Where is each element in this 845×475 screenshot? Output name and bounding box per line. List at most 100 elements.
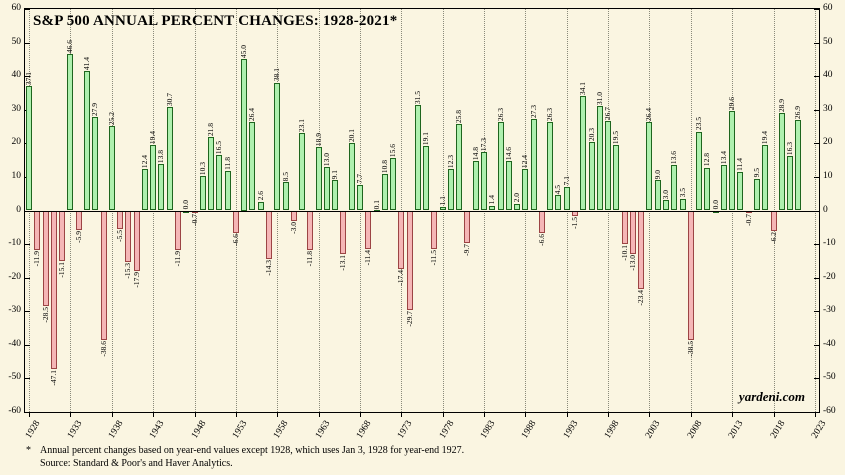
y-axis-label-left: 60	[11, 3, 22, 13]
bar-1990	[538, 210, 545, 233]
bar-1940	[125, 210, 132, 262]
bar-value-label-2021: 26.9	[793, 106, 803, 120]
bar-1988	[522, 168, 529, 211]
bar-2009	[696, 131, 703, 211]
watermark: yardeni.com	[738, 389, 805, 404]
bar-1933	[67, 54, 74, 211]
bar-1981	[464, 210, 471, 244]
x-axis-tick	[111, 413, 113, 417]
bar-value-label-2004: 9.0	[652, 169, 662, 180]
bar-value-label-1972: 15.6	[388, 144, 398, 158]
bar-value-label-1939: -5.5	[115, 229, 125, 242]
x-axis-year-label: 2023	[809, 419, 829, 441]
bar-value-label-1990: -6.6	[536, 233, 546, 246]
bar-2021	[795, 120, 802, 211]
x-axis-tick	[484, 413, 486, 417]
y-axis-label-right: -10	[823, 238, 836, 249]
x-axis-year-label: 1948	[189, 419, 209, 441]
bar-value-label-2003: 26.4	[644, 107, 654, 121]
bar-value-label-2019: 28.9	[776, 99, 786, 113]
y-axis-tick	[814, 344, 819, 346]
bar-2016	[753, 178, 760, 211]
bar-1936	[92, 116, 99, 211]
bar-2000	[621, 210, 628, 245]
bar-1978	[439, 206, 446, 211]
bar-1971	[381, 174, 388, 211]
bar-value-label-1958: 38.1	[272, 68, 282, 82]
bar-2018	[770, 210, 777, 232]
y-axis-tick	[814, 143, 819, 145]
bar-1937	[100, 210, 107, 341]
bar-value-label-1988: 12.4	[520, 154, 530, 168]
bar-value-label-1998: 26.7	[603, 106, 613, 120]
bar-value-label-1981: -9.7	[462, 244, 472, 256]
x-axis-tick	[690, 413, 692, 417]
bar-value-label-2017: 19.4	[760, 131, 770, 145]
bar-1987	[514, 203, 521, 211]
bar-value-label-1952: 11.8	[222, 157, 232, 170]
y-axis-tick	[814, 412, 819, 413]
bar-value-label-2016: 9.5	[751, 168, 761, 178]
bar-1952	[224, 170, 231, 211]
bar-1989	[530, 118, 537, 211]
bar-value-label-1996: 20.3	[586, 128, 596, 142]
x-axis-tick	[70, 413, 72, 417]
bar-1955	[249, 121, 256, 211]
x-axis-year-label: 1953	[230, 419, 250, 441]
bar-value-label-1993: 7.1	[561, 176, 571, 186]
bar-value-label-1989: 27.3	[528, 104, 538, 118]
bar-value-label-1950: 21.8	[206, 123, 216, 137]
bar-value-label-1936: 27.9	[90, 102, 100, 116]
bar-2008	[687, 210, 694, 340]
bar-1928	[26, 85, 33, 211]
bar-1939	[117, 210, 124, 229]
bar-1935	[84, 71, 91, 211]
bar-2020	[787, 155, 794, 211]
y-axis-label-left: 20	[11, 137, 22, 148]
x-axis-year-label: 1933	[65, 419, 84, 441]
y-axis-tick	[25, 42, 30, 44]
bar-1943	[150, 145, 157, 211]
y-axis-tick	[25, 412, 30, 413]
y-axis-tick	[25, 277, 30, 279]
bar-1966	[340, 210, 347, 255]
bar-value-label-1987: 2.0	[512, 193, 522, 203]
bar-1932	[59, 210, 66, 262]
bar-value-label-1962: -11.8	[305, 251, 315, 267]
bar-value-label-1999: 19.5	[611, 130, 621, 145]
y-axis-tick	[25, 76, 30, 78]
bar-value-label-2018: -6.2	[768, 232, 778, 245]
bar-value-label-2007: 3.5	[677, 188, 687, 198]
bar-value-label-1985: 26.3	[495, 108, 505, 122]
bar-2010	[704, 167, 711, 211]
y-axis-label-left: -20	[8, 271, 21, 282]
bar-1980	[456, 123, 463, 211]
y-axis-label-right: 30	[823, 103, 833, 114]
bar-1959	[282, 181, 289, 211]
x-axis-year-label: 1988	[520, 419, 539, 441]
bar-value-label-2006: 13.6	[669, 150, 679, 164]
bar-value-label-1956: 2.6	[255, 191, 265, 201]
bar-value-label-1946: -11.9	[173, 251, 182, 267]
bar-1969	[365, 210, 372, 249]
bar-1999	[613, 145, 620, 211]
bar-value-label-1948: -0.7	[189, 213, 199, 226]
bar-value-label-2010: 12.8	[702, 153, 712, 167]
bar-1997	[596, 106, 603, 211]
x-axis-tick	[359, 413, 361, 417]
bar-value-label-1944: 13.8	[156, 150, 166, 164]
bar-value-label-1965: 9.1	[330, 169, 340, 179]
bar-value-label-1995: 34.1	[578, 81, 588, 95]
y-axis-label-right: -60	[823, 406, 836, 416]
y-axis-label-left: -60	[8, 406, 21, 416]
bar-value-label-2015: -0.7	[743, 213, 753, 226]
x-axis-tick	[442, 413, 444, 417]
y-axis-tick	[814, 176, 819, 178]
x-axis-year-label: 2003	[644, 419, 663, 441]
bar-2001	[629, 210, 636, 255]
x-axis-tick	[649, 413, 651, 417]
bar-1982	[472, 160, 479, 211]
bar-1986	[505, 161, 512, 211]
bar-1995	[580, 95, 587, 211]
